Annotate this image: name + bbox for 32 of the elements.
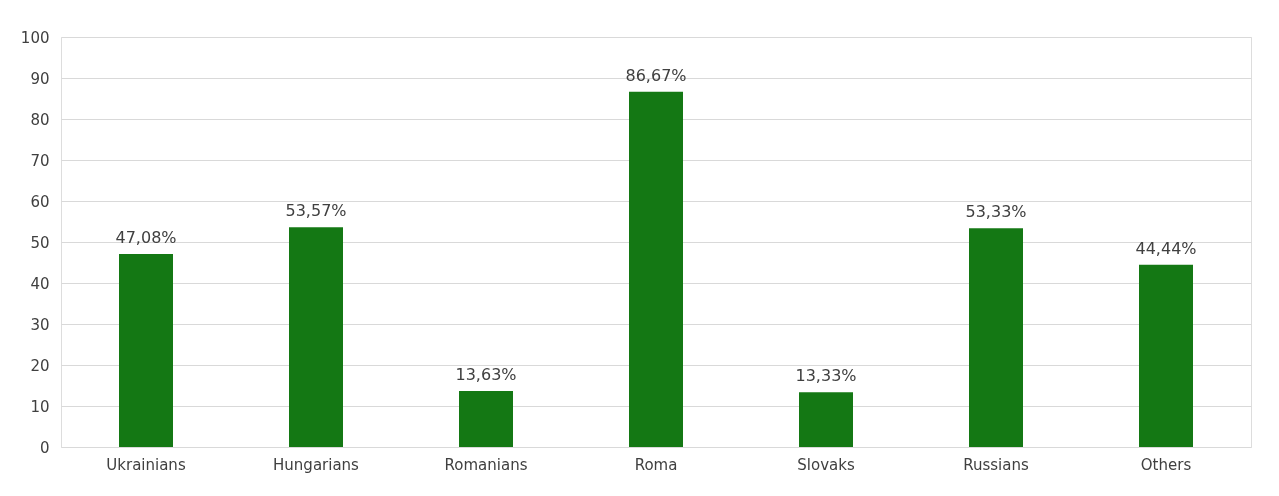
y-tick-label: 70 [30, 151, 50, 170]
bar [1139, 264, 1193, 447]
data-label: 86,67% [625, 65, 687, 85]
data-label: 47,08% [115, 227, 177, 247]
bar [119, 253, 173, 447]
bar [799, 392, 853, 447]
x-tick-label: Roma [634, 455, 678, 474]
y-tick-label: 80 [30, 110, 50, 129]
x-tick-label: Russians [963, 455, 1029, 474]
y-tick-label: 0 [39, 438, 50, 457]
x-tick-label: Ukrainians [106, 455, 186, 474]
x-tick-label: Slovaks [797, 455, 855, 474]
bar [459, 391, 513, 447]
data-label: 13,63% [455, 365, 517, 385]
x-tick-label: Others [1140, 455, 1192, 474]
y-tick-label: 50 [30, 233, 50, 252]
x-tick-label: Romanians [444, 455, 528, 474]
y-tick-label: 30 [30, 315, 50, 334]
y-tick-label: 100 [20, 28, 50, 47]
bar [969, 228, 1023, 447]
y-tick-label: 20 [30, 356, 50, 375]
x-tick-label: Hungarians [273, 455, 360, 474]
bar [289, 227, 343, 447]
data-label: 44,44% [1135, 238, 1197, 258]
y-tick-label: 60 [30, 192, 50, 211]
y-tick-label: 40 [30, 274, 50, 293]
y-tick-label: 10 [30, 397, 50, 416]
data-label: 13,33% [795, 366, 857, 386]
data-label: 53,33% [965, 202, 1027, 222]
bar [629, 91, 683, 447]
data-label: 53,57% [285, 201, 347, 221]
y-tick-label: 90 [30, 69, 50, 88]
